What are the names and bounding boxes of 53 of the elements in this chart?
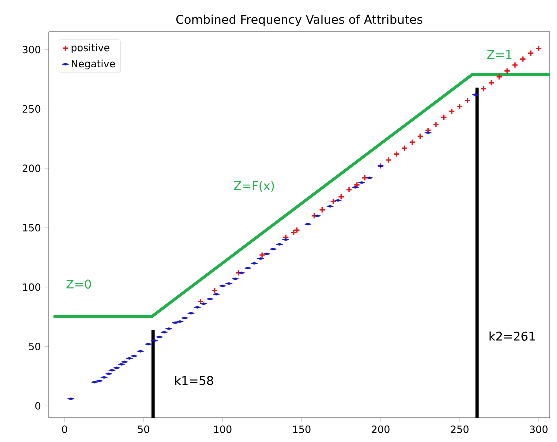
annotation: k1=58: [175, 376, 214, 386]
point: [448, 108, 456, 115]
point: [259, 252, 266, 259]
x-tick-label: 50: [138, 426, 150, 434]
y-tick-label: 300: [22, 46, 41, 54]
y-tick-label: 150: [23, 224, 41, 232]
point: [520, 56, 526, 63]
y-tick-label: 100: [23, 284, 41, 292]
point: [496, 74, 503, 80]
point: [290, 229, 298, 236]
x-tick-label: 250: [451, 426, 469, 434]
point: [401, 145, 408, 152]
point: [409, 139, 416, 146]
point: [330, 198, 337, 206]
x-tick-label: 200: [372, 426, 390, 434]
point: [480, 86, 487, 92]
point: [294, 227, 300, 234]
x-tick-label: 100: [214, 426, 232, 434]
point: [512, 62, 518, 68]
point: [235, 270, 242, 276]
x-tick-label: 0: [62, 426, 68, 434]
point: [432, 121, 440, 128]
point: [386, 157, 392, 164]
point: [319, 206, 326, 214]
point: [197, 298, 204, 305]
point: [504, 68, 511, 74]
x-tick-label: 150: [293, 426, 311, 434]
y-tick-label: 0: [36, 402, 41, 410]
point: [528, 50, 534, 57]
legend-label: Negative: [72, 60, 116, 70]
point: [393, 151, 400, 158]
y-tick-label: 50: [29, 342, 41, 351]
y-tick-label: 200: [22, 164, 41, 172]
point: [536, 45, 542, 52]
point: [456, 104, 464, 110]
point: [488, 80, 495, 86]
point: [338, 194, 345, 200]
point: [440, 114, 448, 121]
point: [362, 174, 368, 182]
point: [464, 98, 472, 104]
legend-label: positive: [72, 44, 110, 54]
annotation: k2=261: [490, 332, 535, 341]
point: [346, 186, 353, 194]
point: [354, 182, 360, 188]
point: [212, 288, 218, 294]
annotation: Z=0: [66, 280, 92, 289]
annotation: Z=F(x): [234, 181, 274, 192]
annotation: Z=1: [488, 50, 512, 60]
y-tick-label: 250: [22, 105, 41, 113]
x-tick-label: 300: [530, 426, 548, 434]
chart-title: Combined Frequency Values of Attributes: [176, 14, 423, 26]
point: [311, 212, 318, 220]
point: [417, 133, 424, 140]
